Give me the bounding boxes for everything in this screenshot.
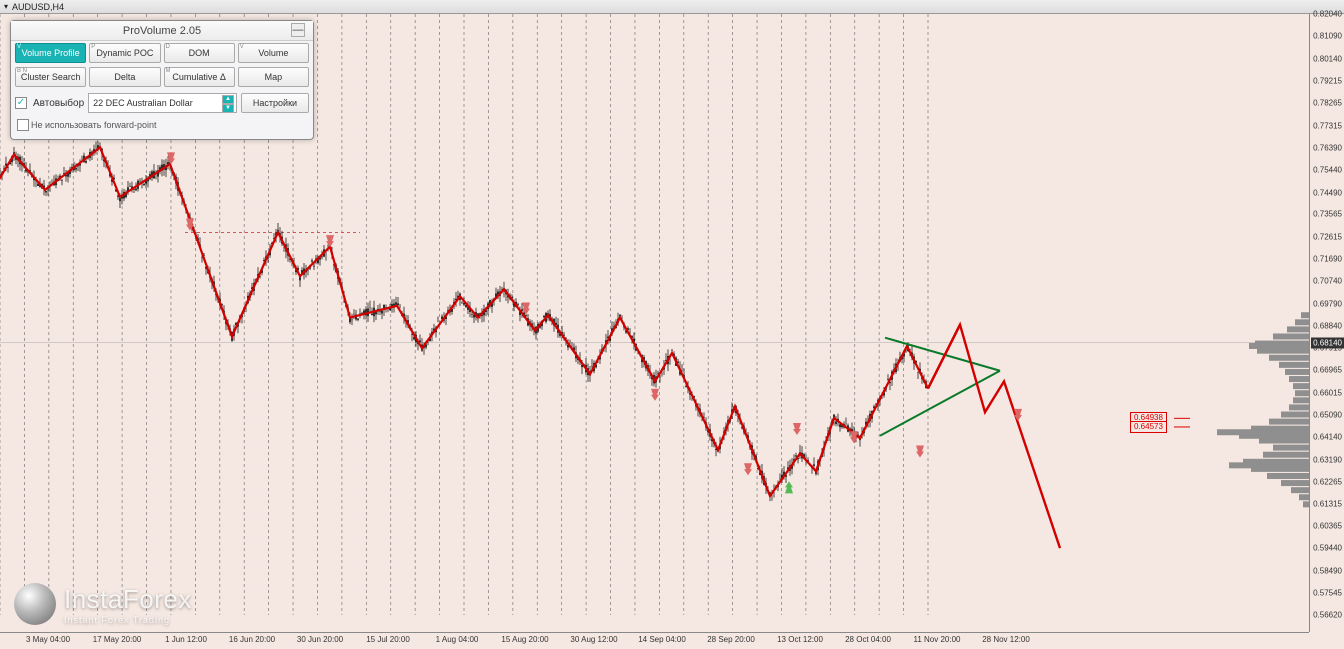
y-tick: 0.68840 (1313, 322, 1342, 331)
y-tick: 0.80140 (1313, 54, 1342, 63)
x-tick: 11 Nov 20:00 (914, 635, 961, 644)
provolume-panel[interactable]: ProVolume 2.05 — VVolume ProfilePDynamic… (10, 20, 314, 140)
map-button[interactable]: Map (238, 67, 309, 87)
titlebar-arrow-icon: ▾ (4, 0, 8, 14)
y-tick: 0.70740 (1313, 277, 1342, 286)
y-tick: 0.66965 (1313, 366, 1342, 375)
delta-button[interactable]: Delta (89, 67, 160, 87)
panel-row-2: B NCluster SearchDeltaMCumulative ΔMap (11, 65, 313, 89)
y-tick: 0.79215 (1313, 76, 1342, 85)
y-tick: 0.58490 (1313, 566, 1342, 575)
forward-checkbox[interactable] (17, 119, 29, 131)
price-label: 0.64573 (1130, 421, 1167, 433)
y-tick: 0.78265 (1313, 99, 1342, 108)
y-tick: 0.69790 (1313, 299, 1342, 308)
y-tick: 0.63190 (1313, 455, 1342, 464)
y-tick: 0.75440 (1313, 166, 1342, 175)
auto-checkbox[interactable]: ✓ (15, 97, 27, 109)
panel-row-3: ✓ Автовыбор 22 DEC Australian Dollar ▲▼ … (11, 89, 313, 117)
auto-label: Автовыбор (33, 98, 84, 109)
x-tick: 3 May 04:00 (26, 635, 70, 644)
y-tick: 0.65090 (1313, 410, 1342, 419)
x-tick: 28 Oct 04:00 (845, 635, 891, 644)
y-tick: 0.62265 (1313, 477, 1342, 486)
cluster-search-button[interactable]: B NCluster Search (15, 67, 86, 87)
x-tick: 30 Aug 12:00 (570, 635, 617, 644)
x-tick: 1 Jun 12:00 (165, 635, 207, 644)
y-tick: 0.76390 (1313, 143, 1342, 152)
x-tick: 15 Aug 20:00 (501, 635, 548, 644)
instrument-spinner[interactable]: ▲▼ (222, 95, 234, 111)
dom-button[interactable]: DDOM (164, 43, 235, 63)
y-tick: 0.60365 (1313, 522, 1342, 531)
y-tick: 0.64140 (1313, 433, 1342, 442)
x-tick: 30 Jun 20:00 (297, 635, 343, 644)
panel-minimize-button[interactable]: — (291, 23, 305, 37)
y-tick: 0.71690 (1313, 254, 1342, 263)
y-tick: 0.72615 (1313, 232, 1342, 241)
y-tick: 0.74490 (1313, 188, 1342, 197)
x-tick: 16 Jun 20:00 (229, 635, 275, 644)
cumulative--button[interactable]: MCumulative Δ (164, 67, 235, 87)
x-tick: 15 Jul 20:00 (366, 635, 410, 644)
x-tick: 14 Sep 04:00 (638, 635, 686, 644)
volume-profile-button[interactable]: VVolume Profile (15, 43, 86, 63)
time-axis: 3 May 04:00 17 May 20:00 1 Jun 12:00 16 Jun… (0, 632, 1309, 649)
settings-button[interactable]: Настройки (241, 93, 309, 113)
price-axis: 0.820400.810900.801400.792150.782650.773… (1309, 14, 1344, 632)
settings-label: Настройки (253, 98, 297, 108)
y-tick: 0.61315 (1313, 499, 1342, 508)
panel-titlebar[interactable]: ProVolume 2.05 — (11, 21, 313, 41)
y-tick: 0.73565 (1313, 210, 1342, 219)
panel-row-1: VVolume ProfilePDynamic POCDDOMVVolume (11, 41, 313, 65)
forward-label: Не использовать forward-point (31, 120, 157, 130)
y-tick: 0.59440 (1313, 544, 1342, 553)
instrument-select[interactable]: 22 DEC Australian Dollar ▲▼ (88, 93, 237, 113)
window-titlebar: ▾ AUDUSD,H4 (0, 0, 1344, 14)
y-tick: 0.77315 (1313, 121, 1342, 130)
x-tick: 13 Oct 12:00 (777, 635, 823, 644)
y-tick: 0.82040 (1313, 10, 1342, 19)
y-tick: 0.57545 (1313, 589, 1342, 598)
symbol-label: AUDUSD,H4 (12, 0, 64, 14)
instrument-value: 22 DEC Australian Dollar (93, 98, 193, 108)
y-tick: 0.66015 (1313, 388, 1342, 397)
x-tick: 28 Nov 12:00 (982, 635, 1030, 644)
y-tick: 0.81090 (1313, 32, 1342, 41)
panel-title: ProVolume 2.05 (123, 25, 201, 37)
x-tick: 17 May 20:00 (93, 635, 141, 644)
dynamic-poc-button[interactable]: PDynamic POC (89, 43, 160, 63)
x-tick: 28 Sep 20:00 (707, 635, 755, 644)
y-tick: 0.56620 (1313, 611, 1342, 620)
volume-button[interactable]: VVolume (238, 43, 309, 63)
panel-row-4: Не использовать forward-point (11, 117, 313, 133)
current-price-badge: 0.68140 (1311, 337, 1344, 348)
x-tick: 1 Aug 04:00 (436, 635, 479, 644)
